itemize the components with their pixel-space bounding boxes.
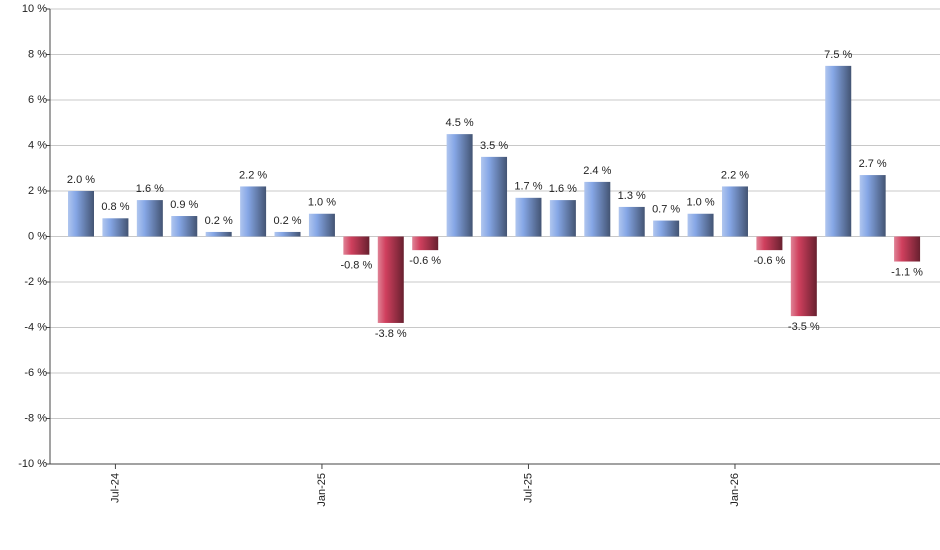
bar (584, 181, 611, 237)
value-label: 2.0 % (67, 174, 95, 186)
bar (790, 236, 817, 317)
value-label: -1.1 % (891, 266, 923, 278)
y-tick-label: -6 % (24, 367, 47, 379)
value-label: 4.5 % (446, 117, 474, 129)
y-tick-label: 2 % (28, 185, 47, 197)
value-label: -3.5 % (788, 321, 820, 333)
value-label: 0.2 % (205, 215, 233, 227)
bar (308, 213, 335, 237)
bar (171, 216, 198, 237)
x-tick-label: Jan-25 (316, 473, 328, 507)
y-tick-label: 4 % (28, 139, 47, 151)
value-label: 2.4 % (583, 165, 611, 177)
value-label: 1.6 % (136, 183, 164, 195)
value-label: 2.7 % (859, 158, 887, 170)
value-label: 2.2 % (239, 169, 267, 181)
bar (894, 236, 921, 262)
x-tick-label: Jan-26 (729, 473, 741, 507)
value-label: 1.6 % (549, 183, 577, 195)
y-tick-label: -2 % (24, 276, 47, 288)
value-label: 3.5 % (480, 140, 508, 152)
value-label: 0.2 % (273, 215, 301, 227)
value-label: 1.0 % (686, 197, 714, 209)
bar (859, 175, 886, 237)
bar (825, 65, 852, 237)
y-tick-label: -10 % (18, 458, 47, 470)
y-tick-label: 6 % (28, 94, 47, 106)
y-tick-label: -4 % (24, 321, 47, 333)
value-label: 1.0 % (308, 197, 336, 209)
bar (412, 236, 439, 251)
value-label: -0.8 % (340, 260, 372, 272)
bar (653, 220, 680, 237)
bar (343, 236, 370, 255)
bar (481, 156, 508, 237)
bar (377, 236, 404, 323)
value-label: 0.8 % (101, 201, 129, 213)
bar (756, 236, 783, 251)
value-label: -0.6 % (754, 255, 786, 267)
bar (68, 191, 94, 237)
bar (515, 197, 542, 237)
value-label: 1.3 % (618, 190, 646, 202)
value-label: 7.5 % (824, 49, 852, 61)
bar (618, 206, 645, 237)
x-tick-label: Jul-24 (109, 473, 121, 503)
y-tick-label: 8 % (28, 48, 47, 60)
bar (136, 200, 163, 237)
value-label: 2.2 % (721, 169, 749, 181)
y-tick-label: -8 % (24, 412, 47, 424)
value-label: -3.8 % (375, 328, 407, 340)
value-label: 1.7 % (514, 181, 542, 193)
y-tick-label: 10 % (22, 3, 47, 15)
x-tick-label: Jul-25 (522, 473, 534, 503)
value-label: -0.6 % (409, 255, 441, 267)
bar (687, 213, 714, 237)
bar (102, 218, 129, 237)
bar (549, 200, 576, 237)
bar (721, 186, 748, 237)
y-tick-label: 0 % (28, 230, 47, 242)
bar (446, 134, 473, 237)
bar (240, 186, 267, 237)
bar (274, 231, 301, 237)
value-label: 0.7 % (652, 203, 680, 215)
value-label: 0.9 % (170, 199, 198, 211)
bar (205, 231, 232, 237)
